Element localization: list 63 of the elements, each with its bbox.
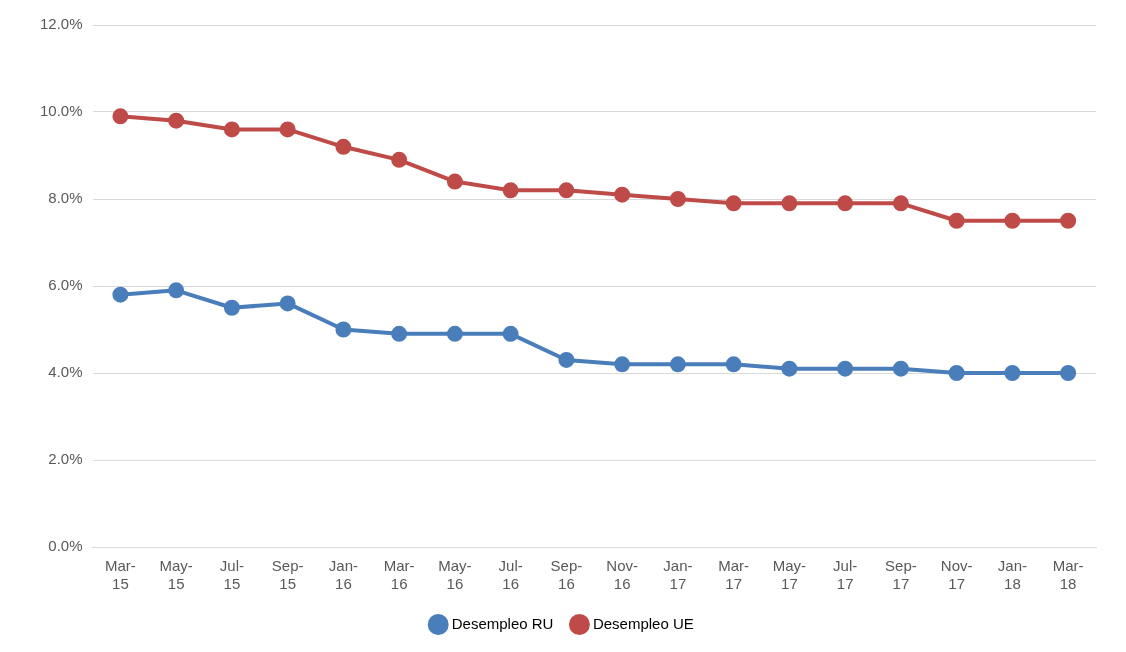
point bbox=[892, 195, 909, 212]
legend-label: Desempleo UE bbox=[592, 614, 694, 632]
point bbox=[502, 182, 519, 199]
x-tick-label: Jan-16 bbox=[328, 557, 358, 593]
point bbox=[391, 151, 408, 168]
point bbox=[837, 195, 854, 212]
x-tick-label: Jul-16 bbox=[498, 557, 523, 593]
x-tick-label: May-16 bbox=[438, 557, 472, 593]
point bbox=[335, 138, 352, 155]
x-tick-label: Mar-15 bbox=[104, 557, 136, 593]
point bbox=[1060, 365, 1077, 381]
point bbox=[168, 282, 185, 299]
y-tick-label: 4.0% bbox=[48, 363, 83, 381]
point bbox=[781, 360, 798, 377]
y-tick-label: 6.0% bbox=[48, 276, 83, 294]
point bbox=[502, 325, 519, 342]
point bbox=[112, 108, 129, 125]
x-tick-label: Sep-16 bbox=[550, 557, 583, 593]
point bbox=[446, 173, 463, 190]
x-tick-label: Jul-17 bbox=[833, 557, 858, 593]
y-tick-label: 0.0% bbox=[48, 537, 83, 555]
point bbox=[1004, 212, 1021, 229]
point bbox=[837, 360, 854, 377]
x-tick-label: Jul-15 bbox=[219, 557, 244, 593]
point bbox=[1060, 212, 1077, 229]
legend-label: Desempleo RU bbox=[451, 614, 554, 632]
x-tick-label: Nov-17 bbox=[940, 557, 973, 593]
y-tick-label: 2.0% bbox=[48, 450, 83, 468]
point bbox=[614, 356, 631, 373]
x-tick-label: Sep-17 bbox=[885, 557, 917, 593]
point bbox=[335, 321, 352, 338]
point bbox=[1004, 365, 1021, 381]
x-tick-label: Mar-17 bbox=[718, 557, 750, 593]
x-tick-label: May-15 bbox=[159, 557, 193, 593]
point bbox=[279, 295, 296, 312]
x-tick-label: Nov-16 bbox=[606, 557, 638, 593]
x-tick-label: Sep-15 bbox=[271, 557, 304, 593]
y-tick-label: 12.0% bbox=[39, 15, 83, 33]
x-tick-label: May-17 bbox=[772, 557, 807, 593]
point bbox=[669, 356, 686, 373]
point bbox=[112, 286, 129, 303]
point bbox=[168, 112, 185, 129]
point bbox=[948, 365, 965, 381]
point bbox=[558, 351, 575, 368]
point bbox=[781, 195, 798, 212]
x-tick-label: Mar-18 bbox=[1052, 557, 1084, 593]
point bbox=[558, 182, 575, 199]
point bbox=[223, 299, 240, 316]
point bbox=[669, 191, 686, 207]
point bbox=[892, 360, 909, 377]
point bbox=[948, 212, 965, 229]
point bbox=[725, 356, 742, 373]
y-tick-label: 8.0% bbox=[48, 189, 83, 207]
point bbox=[391, 325, 408, 342]
x-tick-label: Mar-16 bbox=[383, 557, 415, 593]
point bbox=[614, 186, 631, 203]
x-tick-label: Jan-18 bbox=[997, 557, 1027, 593]
point bbox=[223, 121, 240, 138]
x-tick-label: Jan-17 bbox=[663, 557, 693, 593]
point bbox=[725, 195, 742, 212]
y-tick-label: 10.0% bbox=[39, 102, 83, 120]
point bbox=[446, 325, 463, 342]
point bbox=[279, 121, 296, 138]
